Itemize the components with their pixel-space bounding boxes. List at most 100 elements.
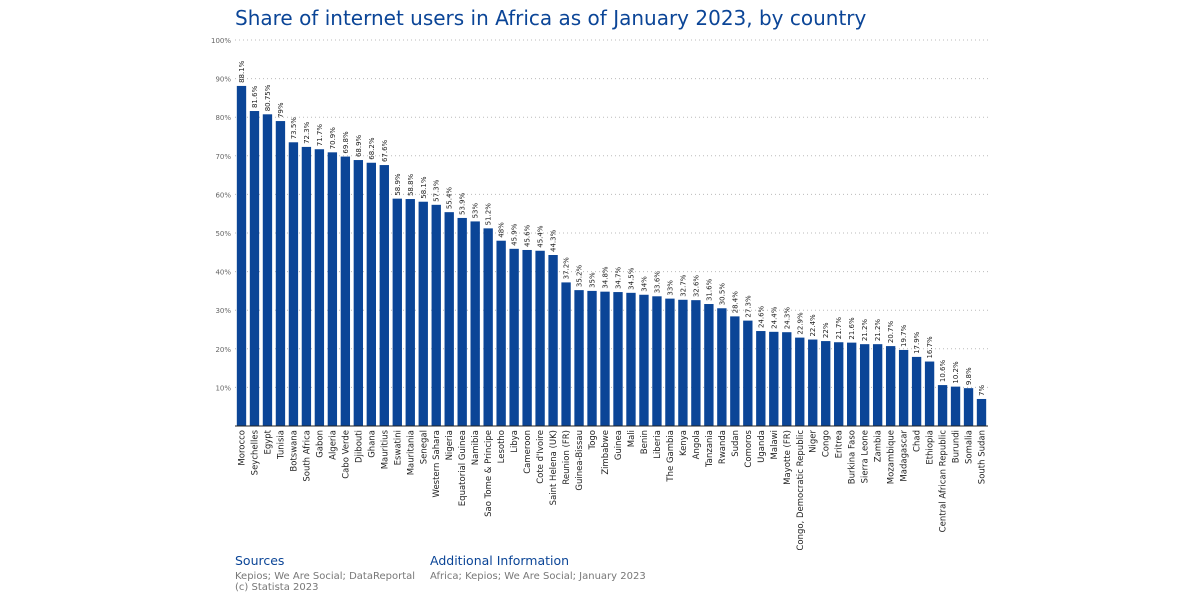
data-label: 68.2% (368, 137, 376, 160)
bar[interactable] (743, 320, 753, 426)
bar[interactable] (756, 331, 766, 426)
x-tick-label: Cabo Verde (341, 430, 351, 479)
data-label: 17.9% (913, 331, 921, 354)
bar[interactable] (392, 198, 402, 426)
x-tick-label: Mauritania (406, 430, 416, 475)
bar[interactable] (236, 85, 247, 427)
bar[interactable] (613, 292, 623, 426)
sources-line-2: (c) Statista 2023 (235, 582, 319, 593)
bar[interactable] (898, 349, 909, 426)
y-tick-label: 20% (215, 346, 231, 354)
bar[interactable] (717, 308, 727, 426)
bar[interactable] (561, 282, 571, 426)
bar[interactable] (509, 248, 519, 426)
additional-info-text: Africa; Kepios; We Are Social; January 2… (430, 571, 646, 582)
x-tick-label: Libya (510, 430, 520, 453)
bar[interactable] (249, 111, 260, 427)
bar[interactable] (704, 304, 714, 426)
data-label: 7% (978, 385, 986, 396)
bar[interactable] (327, 152, 338, 426)
data-label: 35% (589, 272, 597, 288)
data-label: 71.7% (316, 124, 324, 147)
data-label: 21.7% (835, 317, 843, 340)
bar[interactable] (691, 300, 701, 426)
bar[interactable] (548, 255, 558, 426)
bar[interactable] (885, 346, 896, 426)
bar[interactable] (639, 294, 649, 426)
bar[interactable] (379, 165, 389, 426)
data-label: 9.8% (965, 367, 973, 385)
x-tick-label: Burundi (952, 430, 962, 463)
y-axis: 10% 20% 30% 40% 50% 60% 70% 80% 90% 100% (211, 37, 231, 392)
bar[interactable] (353, 160, 364, 427)
bar[interactable] (950, 386, 961, 426)
data-label: 22.9% (796, 312, 804, 335)
x-tick-label: South Africa (302, 430, 312, 482)
bar[interactable] (340, 156, 351, 426)
x-tick-label: Congo, Democratic Republic (796, 430, 806, 550)
data-label: 53.9% (459, 192, 467, 215)
x-tick-label: South Sudan (978, 430, 988, 484)
x-axis: Morocco Seychelles Egypt Tunisia Botswana Sou… (235, 425, 988, 550)
data-label: 28.4% (731, 291, 739, 314)
bar[interactable] (457, 217, 467, 426)
bar[interactable] (522, 249, 532, 426)
y-tick-label: 40% (215, 269, 231, 277)
bar[interactable] (795, 337, 805, 426)
bar[interactable] (405, 199, 415, 426)
bar[interactable] (872, 344, 883, 426)
bar[interactable] (600, 291, 610, 426)
x-tick-label: The Gambia (666, 430, 676, 483)
bar[interactable] (847, 342, 857, 426)
bar[interactable] (535, 250, 545, 426)
bar[interactable] (652, 296, 662, 426)
bar[interactable] (626, 292, 636, 426)
bar[interactable] (769, 331, 779, 426)
bar[interactable] (665, 298, 675, 426)
bar[interactable] (496, 240, 506, 426)
bar[interactable] (808, 339, 818, 426)
bar[interactable] (937, 385, 948, 426)
y-tick-label: 80% (215, 114, 231, 122)
bar[interactable] (574, 290, 584, 426)
data-label: 24.6% (757, 305, 765, 328)
x-tick-label: Tunisia (276, 430, 286, 460)
x-tick-label: Zimbabwe (601, 430, 611, 475)
data-label: 68.9% (355, 134, 363, 157)
bar[interactable] (314, 149, 325, 427)
bar[interactable] (262, 114, 273, 426)
bar[interactable] (431, 204, 441, 426)
bar[interactable] (275, 121, 286, 426)
data-label: 24.4% (770, 306, 778, 329)
bar[interactable] (366, 162, 376, 426)
bar[interactable] (288, 142, 299, 427)
bar[interactable] (924, 361, 935, 426)
bar[interactable] (587, 290, 597, 426)
bar[interactable] (963, 388, 974, 426)
x-tick-label: Morocco (237, 430, 247, 466)
bar[interactable] (782, 332, 792, 426)
bar[interactable] (911, 356, 922, 426)
x-tick-label: Cote d'Ivoire (536, 430, 546, 484)
data-label: 67.6% (381, 139, 389, 162)
sources-line-1[interactable]: Kepios; We Are Social; DataReportal (235, 571, 416, 582)
data-label: 45.6% (524, 224, 532, 247)
bar[interactable] (678, 299, 688, 426)
x-tick-label: Reunion (FR) (562, 430, 572, 485)
x-tick-label: Central African Republic (939, 430, 949, 533)
data-label: 19.7% (900, 324, 908, 347)
bar[interactable] (976, 398, 987, 426)
data-label: 51.2% (485, 203, 493, 226)
data-label: 81.6% (251, 85, 259, 108)
bar[interactable] (444, 212, 454, 426)
bar[interactable] (859, 344, 870, 426)
bar[interactable] (470, 221, 480, 426)
bar[interactable] (730, 316, 740, 426)
bar[interactable] (483, 228, 493, 426)
bar[interactable] (418, 201, 428, 426)
bar[interactable] (301, 146, 312, 427)
bar[interactable] (821, 341, 831, 426)
data-label: 21.2% (874, 319, 882, 342)
x-tick-label: Djibouti (354, 430, 364, 463)
bar[interactable] (834, 342, 844, 426)
